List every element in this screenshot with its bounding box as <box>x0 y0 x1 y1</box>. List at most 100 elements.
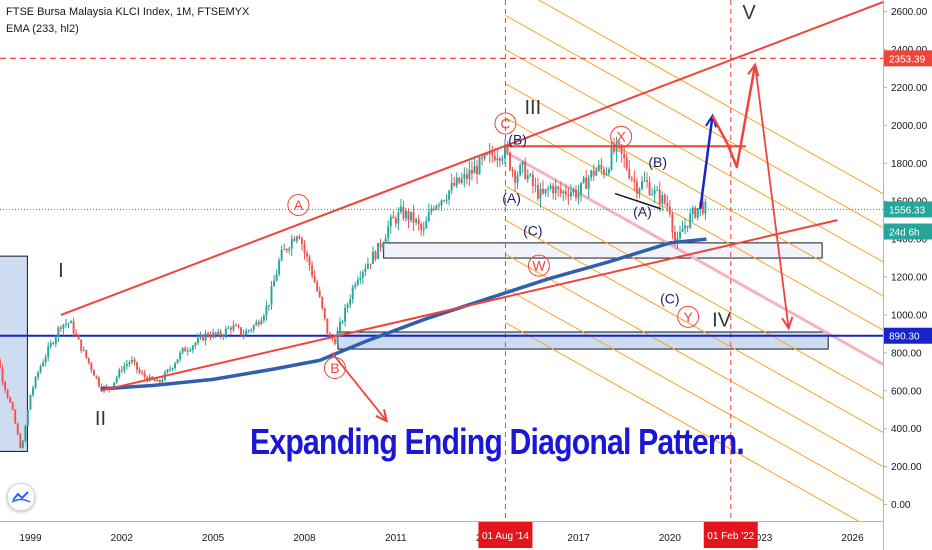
candle-body <box>120 369 123 371</box>
wave-label-circle <box>287 193 310 216</box>
price-tag-label: 1556.33 <box>889 205 926 216</box>
candle-body <box>123 365 126 371</box>
candle-body <box>11 402 14 410</box>
candle-body <box>128 362 131 365</box>
candle-body <box>668 206 671 215</box>
candle-body <box>92 369 95 376</box>
candle-body <box>496 158 499 161</box>
candle-body <box>701 202 704 214</box>
candle-body <box>613 145 616 152</box>
wave-label: X <box>616 129 626 145</box>
candle-body <box>575 189 577 198</box>
candle-body <box>47 346 50 358</box>
candle-body <box>283 249 286 251</box>
x-tick-label: 2017 <box>567 533 590 544</box>
x-tick-label: 2005 <box>202 533 225 544</box>
candle-body <box>554 186 557 194</box>
price-tag-bg <box>884 201 932 218</box>
candle-body <box>161 379 164 382</box>
wave-label: (C) <box>660 291 679 307</box>
candle-body <box>303 244 306 253</box>
symbol-title[interactable]: FTSE Bursa Malaysia KLCI Index, 1M, FTSE… <box>6 6 250 18</box>
candle-body <box>399 206 402 213</box>
candle-body <box>308 256 311 266</box>
candle-body <box>265 306 268 316</box>
candle-body <box>684 225 687 229</box>
wave-label-circle <box>494 112 517 135</box>
candle-body <box>222 335 225 337</box>
candle-body <box>191 345 194 350</box>
candle-body <box>531 174 534 186</box>
candle-body <box>491 151 494 156</box>
candle-body <box>242 334 245 336</box>
candle-body <box>595 169 598 176</box>
wave-label: C <box>500 115 510 131</box>
candle-body <box>590 170 593 178</box>
x-tick-label: 2020 <box>659 533 682 544</box>
candle-body <box>65 323 67 325</box>
candle-body <box>166 369 169 373</box>
candle-body <box>653 189 656 195</box>
candle-body <box>686 225 689 228</box>
candle-body <box>392 216 395 219</box>
candle-body <box>681 228 684 232</box>
candle-body <box>224 328 227 336</box>
candle-body <box>125 364 128 366</box>
candle-body <box>618 141 621 145</box>
candle-body <box>514 171 517 183</box>
candle-body <box>247 330 250 332</box>
candle-body <box>640 181 643 189</box>
candle-body <box>587 177 590 189</box>
candle-body <box>156 379 159 382</box>
candle-body <box>521 161 524 165</box>
candle-body <box>577 194 580 198</box>
candle-body <box>402 206 405 219</box>
candle-body <box>519 164 522 176</box>
y-tick-label: 200.00 <box>891 462 922 473</box>
candle-body <box>666 203 669 207</box>
candle-body <box>49 342 52 347</box>
logo-mark-icon <box>11 491 31 503</box>
candle-body <box>176 359 179 364</box>
candle-body <box>651 194 654 196</box>
candle-body <box>364 268 367 272</box>
candle-body <box>503 144 506 159</box>
candle-body <box>694 207 697 218</box>
candle-body <box>600 164 603 170</box>
wave-label: IV <box>712 309 732 331</box>
candle-body <box>336 331 339 344</box>
candle-body <box>407 210 410 221</box>
candle-body <box>29 394 32 410</box>
candle-body <box>382 243 385 248</box>
candle-body <box>290 238 293 249</box>
candle-body <box>52 342 55 344</box>
candle-body <box>493 155 496 161</box>
candle-body <box>671 214 674 233</box>
candle-body <box>54 337 57 344</box>
x-tick-label: 2011 <box>385 533 407 544</box>
candle-body <box>179 352 182 360</box>
indicator-label[interactable]: EMA (233, hl2) <box>6 23 79 35</box>
candle-body <box>658 189 661 204</box>
candle-body <box>82 350 85 352</box>
candle-body <box>280 249 283 261</box>
wave-label-circle <box>323 357 346 380</box>
candle-body <box>679 231 681 239</box>
candle-body <box>623 153 626 159</box>
candle-body <box>328 333 331 337</box>
candle-body <box>229 327 232 330</box>
candle-body <box>549 185 552 189</box>
candle-body <box>564 191 567 195</box>
candle-body <box>448 190 451 200</box>
candle-body <box>567 194 570 197</box>
candle-body <box>288 248 291 251</box>
projection-arrowhead <box>705 113 718 128</box>
candle-body <box>476 165 478 175</box>
candle-body <box>509 152 511 170</box>
candle-body <box>498 158 501 161</box>
x-highlight-label: 01 Feb '22 <box>707 531 754 542</box>
candle-body <box>635 181 638 194</box>
tradingview-logo-icon[interactable] <box>7 483 35 511</box>
candle-body <box>207 333 210 336</box>
